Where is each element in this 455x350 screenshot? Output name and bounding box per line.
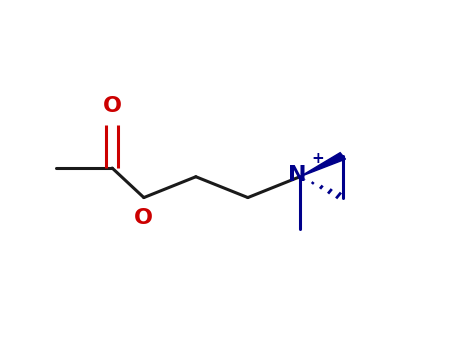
Text: O: O (103, 96, 121, 116)
Text: +: + (311, 151, 324, 166)
Text: O: O (134, 208, 153, 228)
Text: N: N (288, 165, 307, 185)
Polygon shape (300, 153, 345, 177)
